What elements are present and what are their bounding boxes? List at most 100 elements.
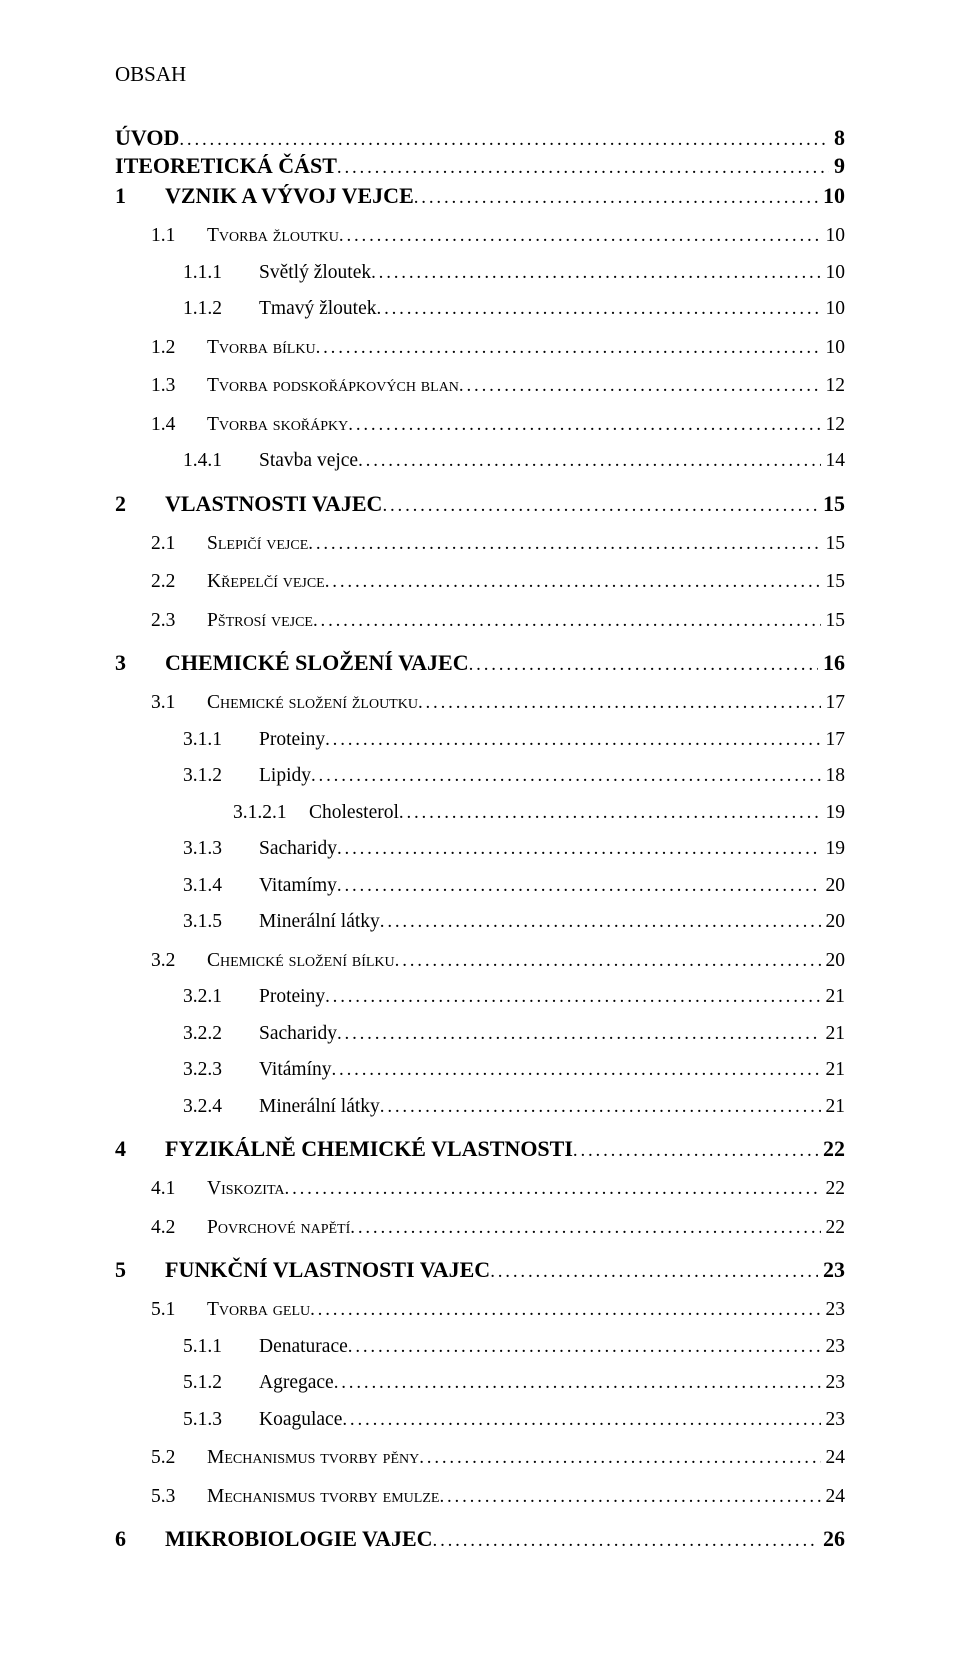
toc-entry-leader: ........................................… [382,496,817,515]
toc-entry-label: Sacharidy [259,1024,337,1044]
toc-entry-leader: ........................................… [399,803,821,822]
toc-entry-page: 10 [821,263,845,283]
toc-entry-number: 3.1.2 [183,766,259,786]
toc-header: OBSAH [115,62,845,87]
toc-entry-number: 3.1.4 [183,876,259,896]
toc-entry: 2.1Slepičí vejce .......................… [115,534,845,554]
toc-entry-leader: ........................................… [308,534,820,553]
toc-entry-leader: ........................................… [414,188,818,207]
toc-entry-page: 10 [821,338,845,358]
toc-entry: 5.3Mechanismus tvorby emulze ...........… [115,1487,845,1507]
toc-entry-leader: ........................................… [573,1141,818,1160]
toc-entry-page: 19 [821,839,845,859]
toc-entry: 2.3Pštrosí vejce .......................… [115,611,845,631]
toc-entry-page: 22 [821,1218,845,1238]
toc-entry-label: TEORETICKÁ ČÁST [124,155,337,177]
toc-entry: 3.1.4Vitamímy ..........................… [115,876,845,896]
toc-entry-number: 6 [115,1528,165,1550]
toc-entry: 2VLASTNOSTI VAJEC ......................… [115,493,845,515]
toc-entry-label: Koagulace [259,1410,342,1430]
toc-entry-leader: ........................................… [380,1097,821,1116]
toc-entry-page: 19 [821,803,845,823]
toc-entry-number: 5.1 [151,1300,207,1320]
toc-entry-label: Tvorba žloutku [207,226,339,246]
toc-entry-page: 10 [821,299,845,319]
toc-entry-page: 21 [821,1024,845,1044]
toc-entry-number: 1.3 [151,376,207,396]
toc-entry-number: 2.2 [151,572,207,592]
toc-entry-label: Povrchové napětí [207,1218,350,1238]
toc-entry-label: Mechanismus tvorby pěny [207,1448,419,1468]
toc-entry-leader: ........................................… [334,1373,821,1392]
toc-entry-leader: ........................................… [350,1218,820,1237]
toc-entry-page: 18 [821,766,845,786]
toc-entry: ITEORETICKÁ ČÁST .......................… [115,155,845,177]
toc-entry-number: 3.1.2.1 [233,803,309,823]
toc-entry-number: 4.2 [151,1218,207,1238]
toc-entry-label: Světlý žloutek [259,263,371,283]
toc-entry-page: 26 [818,1528,846,1550]
toc-entry-number: 1.2 [151,338,207,358]
toc-entry-number: 2.3 [151,611,207,631]
toc-entry-leader: ........................................… [490,1262,817,1281]
toc-entry: 1.1.1Světlý žloutek ....................… [115,263,845,283]
toc-entry: 2.2Křepelčí vejce ......................… [115,572,845,592]
toc-entry: 1.1.2Tmavý žloutek .....................… [115,299,845,319]
toc-entry-page: 15 [821,572,845,592]
toc-entry-page: 24 [821,1487,845,1507]
toc-entry-page: 23 [821,1337,845,1357]
toc-entry-leader: ........................................… [459,376,821,395]
toc-entry-label: Minerální látky [259,1097,380,1117]
toc-entry-label: Vitamímy [259,876,337,896]
toc-entry-number: 3.1 [151,693,207,713]
toc-entry-label: Chemické složení žloutku [207,693,418,713]
toc-entry-number: 2 [115,493,165,515]
toc-entry-page: 15 [821,534,845,554]
toc-entry-number: 3.1.5 [183,912,259,932]
toc-entry: 4FYZIKÁLNĚ CHEMICKÉ VLASTNOSTI .........… [115,1138,845,1160]
toc-entry-label: Proteiny [259,730,325,750]
toc-entry: 3.1.3Sacharidy .........................… [115,839,845,859]
toc-entry-leader: ........................................… [348,1337,821,1356]
toc-entry: 3.1.2Lipidy ............................… [115,766,845,786]
toc-entry-label: Tvorba podskořápkových blan [207,376,459,396]
toc-entry-page: 20 [821,951,845,971]
toc-entry-label: FYZIKÁLNĚ CHEMICKÉ VLASTNOSTI [165,1138,573,1160]
toc-entry-number: 4 [115,1138,165,1160]
toc-entry-number: 3.2.2 [183,1024,259,1044]
toc-entry: 5.1.2Agregace ..........................… [115,1373,845,1393]
toc-entry-label: Vitámíny [259,1060,332,1080]
toc-entry-leader: ........................................… [419,1448,820,1467]
toc-entry-page: 23 [818,1259,846,1281]
toc-entry-number: 3.2.3 [183,1060,259,1080]
toc-entry-page: 15 [821,611,845,631]
toc-entry: 3.2.2Sacharidy .........................… [115,1024,845,1044]
toc-entry-page: 20 [821,876,845,896]
toc-entry-leader: ........................................… [337,1024,821,1043]
toc-entry-page: 12 [821,376,845,396]
toc-entry-leader: ........................................… [313,611,821,630]
toc-entry: ÚVOD ...................................… [115,127,845,149]
toc-entry-page: 23 [821,1373,845,1393]
toc-entry-page: 10 [821,226,845,246]
toc-entry-label: Denaturace [259,1337,348,1357]
toc-entry-number: 1 [115,185,165,207]
toc-entry-leader: ........................................… [339,226,821,245]
toc-entry-number: 3.2.1 [183,987,259,1007]
toc-entry-number: 3.1.1 [183,730,259,750]
toc-entry: 1.4Tvorba skořápky .....................… [115,415,845,435]
toc-entry-leader: ........................................… [325,572,821,591]
toc-entry-label: Chemické složení bílku [207,951,395,971]
toc-entry-leader: ........................................… [316,338,821,357]
toc-entry-number: 3 [115,652,165,674]
toc-entry-leader: ........................................… [380,912,821,931]
toc-entry: 5.2Mechanismus tvorby pěny .............… [115,1448,845,1468]
toc-entry-label: Tmavý žloutek [259,299,377,319]
toc-entry-leader: ........................................… [358,451,821,470]
toc-entry-number: 1.4.1 [183,451,259,471]
toc-entry: 3.2Chemické složení bílku ..............… [115,951,845,971]
toc-entry-label: Tvorba skořápky [207,415,348,435]
toc-entry-label: Stavba vejce [259,451,358,471]
toc-entry-leader: ........................................… [285,1179,821,1198]
toc-entry-number: 3.2.4 [183,1097,259,1117]
